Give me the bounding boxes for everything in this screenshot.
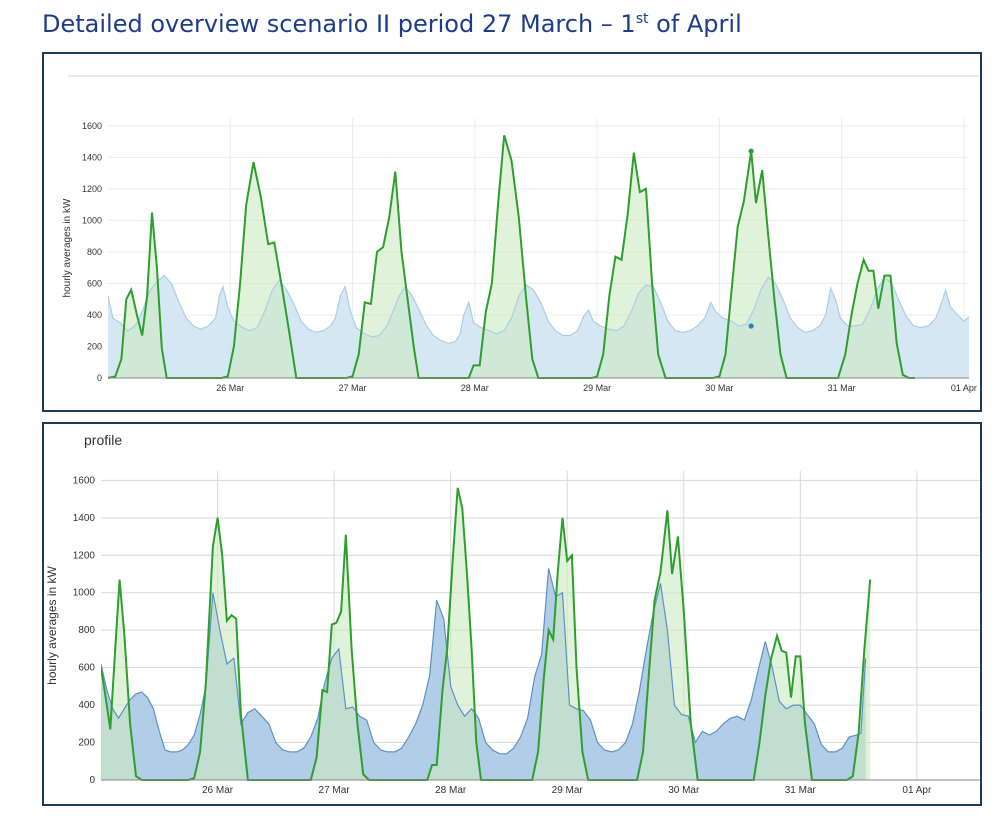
y-tick-label: 1400	[73, 513, 96, 524]
y-tick-label: 600	[87, 278, 102, 288]
y-tick-label: 600	[78, 663, 95, 674]
data-point-marker	[748, 148, 754, 154]
x-tick-label: 01 Apr	[902, 785, 932, 796]
slide-title-superscript: st	[635, 11, 649, 27]
y-tick-label: 0	[89, 775, 95, 786]
y-tick-label: 800	[78, 625, 95, 636]
chart-top-svg: 0 200 400 600 800 1000 1200 1400 1600 26 Mar 27 Ma…	[62, 75, 979, 393]
y-tick-label: 1600	[73, 475, 96, 486]
y-tick-label: 1200	[73, 550, 96, 561]
x-tick-label: 30 Mar	[668, 785, 700, 796]
y-tick-label: 200	[78, 738, 95, 749]
data-point-marker	[748, 323, 754, 329]
x-tick-label: 29 Mar	[552, 785, 584, 796]
y-axis-label: hourly averages in kW	[62, 198, 73, 297]
chart-panel-top: 0 200 400 600 800 1000 1200 1400 1600 26 Mar 27 Ma…	[42, 52, 982, 412]
slide-title: Detailed overview scenario II period 27 …	[42, 10, 742, 38]
x-tick-label: 26 Mar	[216, 383, 244, 393]
y-axis-label: hourly averages in kW	[45, 565, 59, 684]
y-tick-label: 1200	[82, 184, 102, 194]
chart-bottom-svg: 0 200 400 600 800 1000 1200 1400 1600 26 Mar 27 Ma…	[45, 471, 980, 796]
x-tick-label: 29 Mar	[583, 383, 611, 393]
x-tick-label: 28 Mar	[435, 785, 467, 796]
y-tick-label: 200	[87, 341, 102, 351]
x-tick-label: 30 Mar	[705, 383, 733, 393]
slide-title-main: Detailed overview scenario II period 27 …	[42, 10, 636, 38]
y-tick-label: 1000	[73, 588, 96, 599]
x-tick-label: 31 Mar	[828, 383, 856, 393]
x-tick-label: 31 Mar	[785, 785, 817, 796]
y-tick-label: 1000	[82, 215, 102, 225]
chart-title-profile: profile	[84, 432, 123, 448]
x-tick-label: 28 Mar	[461, 383, 489, 393]
y-tick-label: 1600	[82, 121, 102, 131]
y-tick-label: 400	[87, 310, 102, 320]
y-tick-label: 0	[97, 373, 102, 383]
series-green-line	[101, 487, 872, 781]
series-green-line	[108, 135, 915, 379]
x-tick-label: 01 Apr	[951, 383, 977, 393]
y-tick-label: 1400	[82, 152, 102, 162]
x-tick-label: 27 Mar	[319, 785, 351, 796]
y-tick-label: 800	[87, 247, 102, 257]
chart-panel-bottom: profile 0 200 400 600 800 1000 1200 1400 1600 26 …	[42, 422, 982, 806]
series-blue-line	[108, 274, 969, 344]
y-tick-label: 400	[78, 700, 95, 711]
series-green-area	[101, 487, 871, 780]
x-tick-label: 27 Mar	[339, 383, 367, 393]
x-tick-label: 26 Mar	[202, 785, 234, 796]
series-green-area	[108, 135, 915, 378]
slide-title-end: of April	[648, 10, 742, 38]
